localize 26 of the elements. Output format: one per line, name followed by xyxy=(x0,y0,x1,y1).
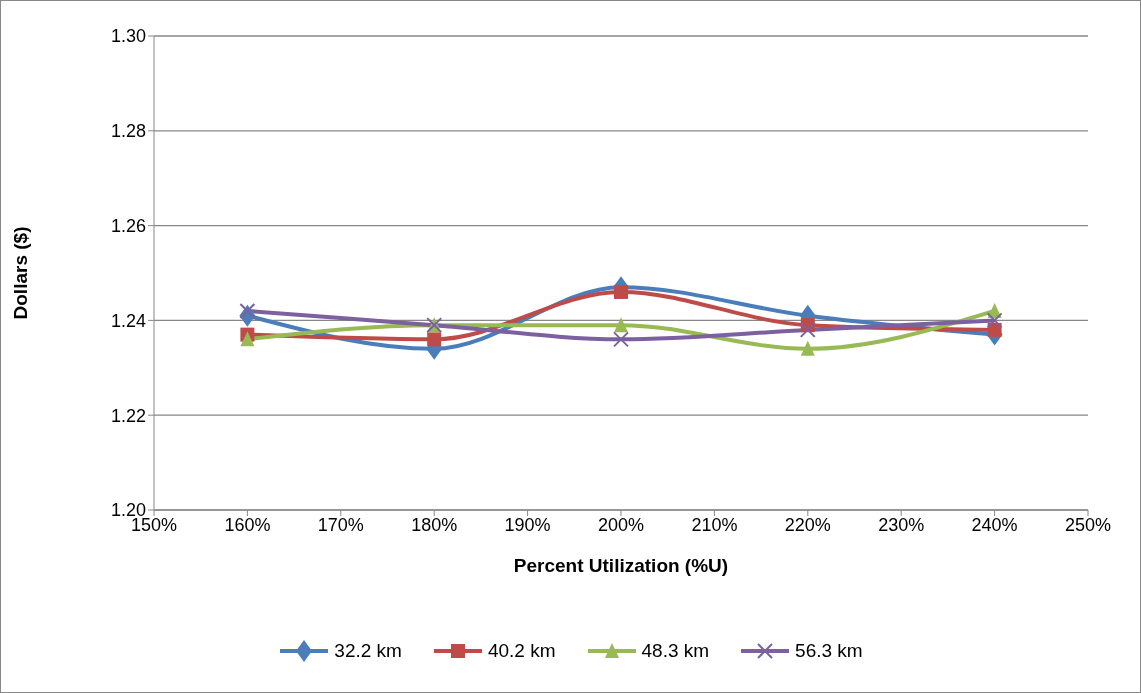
legend-label: 32.2 km xyxy=(334,640,402,662)
legend-label: 48.3 km xyxy=(641,640,710,662)
x-tick-label: 190% xyxy=(504,514,551,535)
legend-label: 56.3 km xyxy=(795,640,863,662)
y-tick-label: 1.22 xyxy=(110,405,146,426)
y-tick-label: 1.30 xyxy=(110,26,146,47)
point xyxy=(240,331,255,347)
y-tick-label: 1.28 xyxy=(110,121,146,142)
point xyxy=(614,284,628,299)
x-tick-label: 210% xyxy=(691,514,738,535)
x-tick-label: 220% xyxy=(784,514,831,535)
point xyxy=(427,332,442,347)
y-tick-label: 1.24 xyxy=(110,310,146,331)
x-axis-title: Percent Utilization (%U) xyxy=(513,555,729,576)
x-tick-label: 250% xyxy=(1064,514,1112,535)
legend-label: 40.2 km xyxy=(487,640,556,662)
y-tick-label: 1.26 xyxy=(110,215,146,236)
x-tick-label: 200% xyxy=(597,514,645,535)
x-tick-label: 180% xyxy=(411,514,458,535)
point xyxy=(614,317,628,333)
x-tick-label: 160% xyxy=(224,514,271,535)
x-tick-label: 170% xyxy=(317,514,364,535)
y-axis-title: Dollars ($) xyxy=(9,226,31,320)
point xyxy=(800,340,815,356)
x-tick-label: 230% xyxy=(878,514,925,535)
x-tick-label: 240% xyxy=(971,514,1018,535)
